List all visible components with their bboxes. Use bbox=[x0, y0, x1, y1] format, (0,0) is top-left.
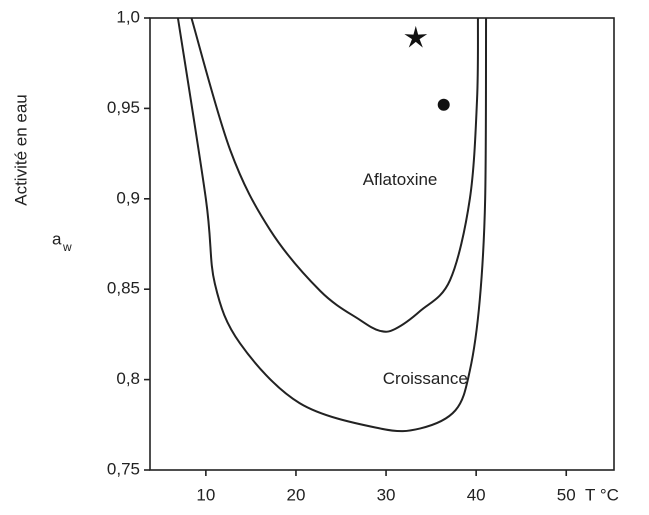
y-tick-label: 1,0 bbox=[116, 7, 140, 26]
y-tick-label: 0,85 bbox=[107, 279, 140, 298]
curve-label: Aflatoxine bbox=[363, 170, 438, 189]
y-axis-label: Activité en eau bbox=[11, 94, 30, 206]
x-tick-label: 20 bbox=[286, 485, 305, 504]
y-tick-label: 0,8 bbox=[116, 369, 140, 388]
y-axis-symbol-subscript: w bbox=[62, 240, 72, 254]
y-tick-label: 0,9 bbox=[116, 188, 140, 207]
x-tick-label: 40 bbox=[467, 485, 486, 504]
curve-label: Croissance bbox=[383, 369, 468, 388]
curve bbox=[176, 17, 488, 433]
y-tick-label: 0,75 bbox=[107, 459, 140, 478]
y-axis-symbol: a bbox=[52, 229, 62, 248]
star-point bbox=[404, 25, 428, 48]
plot-frame bbox=[149, 17, 615, 471]
circle-point bbox=[437, 98, 450, 111]
x-tick-label: 50 bbox=[557, 485, 576, 504]
curve bbox=[190, 17, 479, 333]
x-tick-label: 30 bbox=[377, 485, 396, 504]
x-axis-label: T °C bbox=[585, 485, 619, 504]
y-tick-label: 0,95 bbox=[107, 98, 140, 117]
x-tick-label: 10 bbox=[196, 485, 215, 504]
